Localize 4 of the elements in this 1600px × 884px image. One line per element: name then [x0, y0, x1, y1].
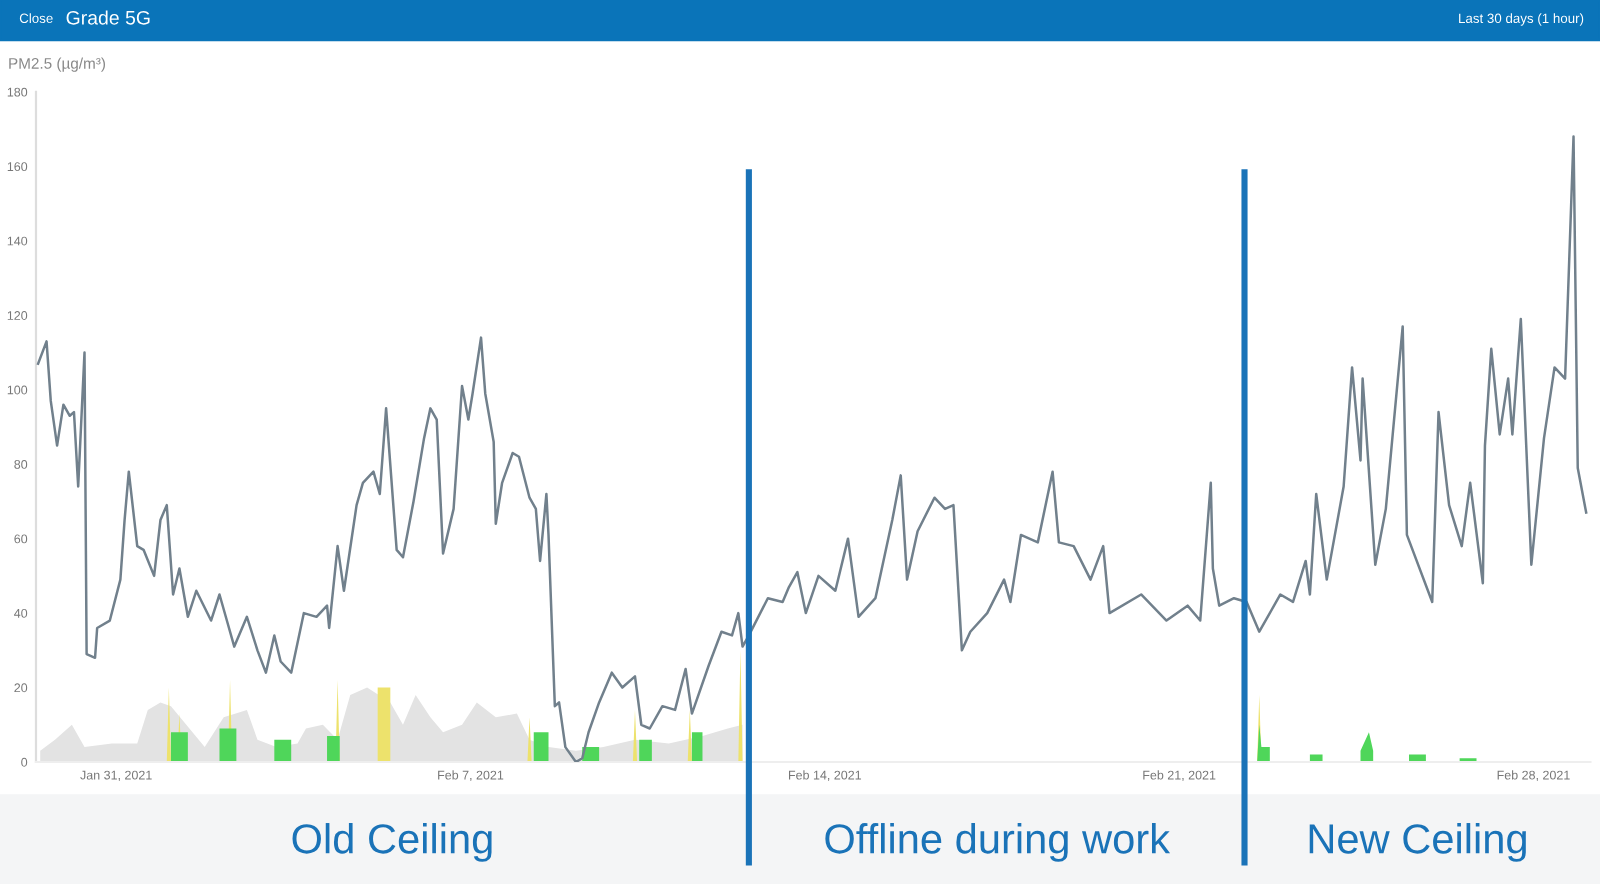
text: Grade 5G [66, 10, 150, 25]
text: Old Ceiling [292, 823, 492, 862]
text: Offline during work [825, 823, 1171, 862]
text: New Ceiling [1309, 823, 1526, 862]
